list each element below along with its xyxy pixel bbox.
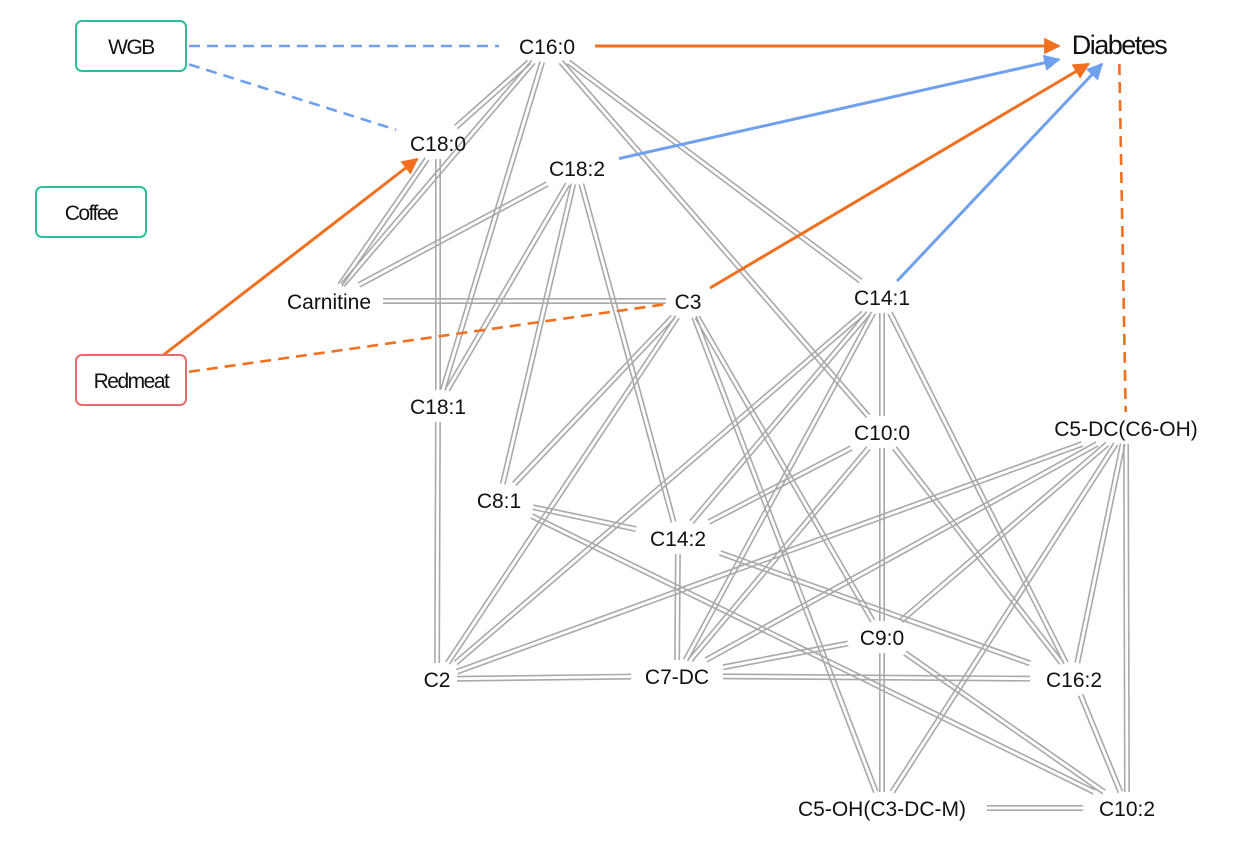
node-c18_1: C18:1 <box>410 396 466 419</box>
node-c7dc: C7-DC <box>645 666 709 689</box>
correlation-edge-c10_0-c14_2 <box>707 445 853 525</box>
node-c3: C3 <box>675 291 702 314</box>
correlation-edge-c10_0-c16_2 <box>892 446 1064 665</box>
arrow-c14_1-diabetes <box>896 62 1104 283</box>
correlation-edge-c16_0-c18_0 <box>453 59 532 130</box>
node-c16_0: C16:0 <box>519 36 575 59</box>
node-c18_0: C18:0 <box>410 133 466 156</box>
dashed-edge-redmeat-c3 <box>188 302 667 374</box>
correlation-edge-c2-c7dc <box>456 673 632 682</box>
correlation-edge-c8_1-c14_2 <box>532 504 637 533</box>
correlation-edge-c18_0-c18_1 <box>434 159 442 390</box>
node-c8_1: C8:1 <box>477 490 521 513</box>
arrow-redmeat-c18_0 <box>162 157 419 357</box>
correlation-edge-c5dc-c10_2 <box>1123 443 1130 793</box>
correlation-edge-c7dc-c16_2 <box>722 673 1031 682</box>
correlation-edge-c5dc-c5oh <box>889 442 1119 794</box>
node-c2: C2 <box>424 669 451 692</box>
exposure-coffee: Coffee <box>35 186 147 238</box>
correlation-edge-c5dc-c2 <box>455 441 1084 675</box>
correlation-edge-c16_0-c10_0 <box>558 60 871 418</box>
correlation-edge-c16_2-c10_2 <box>1077 693 1124 794</box>
correlation-edge-c14_2-c16_2 <box>718 550 1032 667</box>
node-c16_2: C16:2 <box>1046 669 1102 692</box>
correlation-edge-c3-c2 <box>445 315 680 665</box>
correlation-edge-c9_0-c10_2 <box>903 650 1106 795</box>
node-c14_2: C14:2 <box>650 528 706 551</box>
correlation-edge-c14_1-c10_0 <box>878 313 886 416</box>
exposure-wgb: WGB <box>75 20 187 72</box>
correlation-edge-c14_1-c7dc <box>683 311 876 662</box>
correlation-edge-c9_0-c5oh <box>878 653 886 792</box>
correlation-edge-c16_0-c18_1 <box>439 61 546 391</box>
correlation-edge-c5dc-c7dc <box>704 441 1099 663</box>
exposure-box <box>75 20 187 72</box>
exposure-box <box>75 354 187 406</box>
arrow-c3-diabetes <box>709 62 1090 290</box>
dashed-edge-wgb-c18_0 <box>188 63 397 131</box>
correlation-edge-c18_1-c2 <box>434 421 441 664</box>
exposure-label-redmeat: Redmeat <box>94 370 170 393</box>
correlation-edge-c18_2-c18_1 <box>444 182 571 392</box>
node-c14_1: C14:1 <box>854 287 910 310</box>
node-c5dc: C5-DC(C6-OH) <box>1054 418 1198 441</box>
correlation-edge-c14_1-c16_2 <box>887 311 1069 665</box>
exposures-layer: WGB Coffee Redmeat <box>35 20 187 406</box>
correlation-edge-c14_1-c2 <box>453 310 866 666</box>
correlation-edge-c18_2-c14_2 <box>578 183 677 523</box>
correlation-edge-c9_0-c7dc <box>722 640 849 671</box>
node-c10_2: C10:2 <box>1099 798 1155 821</box>
correlation-edge-c14_1-c14_2 <box>689 311 871 524</box>
node-c9_0: C9:0 <box>860 627 904 650</box>
arrow-c18_2-diabetes <box>618 54 1061 161</box>
edges-layer <box>162 37 1130 812</box>
correlation-edge-c10_0-c7dc <box>688 446 871 662</box>
exposure-label-wgb: WGB <box>108 36 154 59</box>
correlation-edge-c5dc-c9_0 <box>898 441 1110 624</box>
node-c10_0: C10:0 <box>854 422 910 445</box>
exposure-box <box>35 186 147 238</box>
correlation-edge-c5dc-c16_2 <box>1074 443 1126 664</box>
nodes-layer: C16:0 Diabetes C18:0 C18:2 Carnitine C3 C14:1 C… <box>287 30 1198 821</box>
exposure-label-coffee: Coffee <box>65 202 118 225</box>
node-carnitine: Carnitine <box>287 291 371 314</box>
correlation-edge-c14_2-c7dc <box>674 553 681 661</box>
correlation-edge-c18_2-carnitine <box>357 181 549 288</box>
correlation-edge-c16_0-c14_1 <box>566 59 863 284</box>
dashed-edge-diabetes-c5dc <box>1118 63 1128 413</box>
correlation-edge-c18_2-c8_1 <box>499 183 577 485</box>
node-c5oh: C5-OH(C3-DC-M) <box>798 798 966 821</box>
correlation-edge-c10_0-c9_0 <box>878 448 886 621</box>
exposure-redmeat: Redmeat <box>75 354 187 406</box>
node-diabetes: Diabetes <box>1072 30 1168 60</box>
correlation-edge-c5oh-c10_2 <box>987 804 1083 812</box>
node-c18_2: C18:2 <box>549 158 605 181</box>
correlation-edge-c3-c8_1 <box>512 314 675 487</box>
correlation-edge-carnitine-c3 <box>383 297 666 305</box>
correlation-edge-c18_0-carnitine <box>337 157 430 287</box>
